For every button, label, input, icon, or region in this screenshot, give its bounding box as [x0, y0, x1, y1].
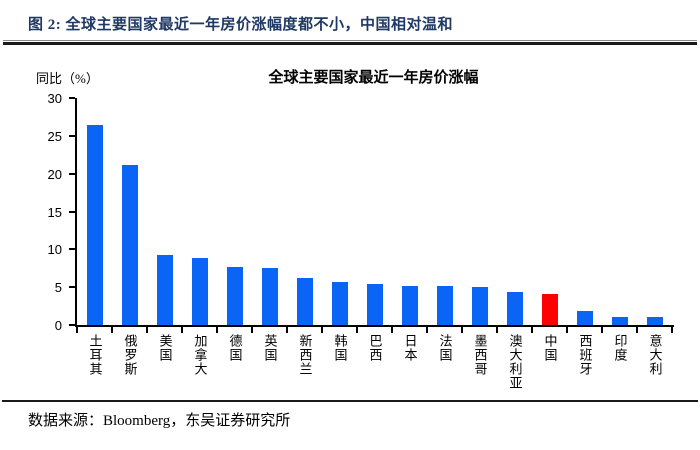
x-tick-mark — [356, 327, 358, 333]
x-axis-label: 新西兰 — [297, 334, 313, 376]
x-axis-label: 加拿大 — [192, 334, 208, 376]
figure-caption: 图 2: 全球主要国家最近一年房价涨幅度都不小，中国相对温和 — [28, 17, 453, 33]
x-axis-label: 韩国 — [332, 334, 348, 362]
x-axis-label: 日本 — [402, 334, 418, 362]
bar-column — [287, 98, 322, 325]
bar — [611, 316, 628, 325]
x-tick-mark — [251, 327, 253, 333]
bar-column — [252, 98, 287, 325]
x-axis-label: 澳大利亚 — [507, 334, 523, 390]
bar — [191, 258, 208, 325]
bar — [331, 281, 348, 325]
footer-divider — [2, 400, 698, 402]
bar-column — [182, 98, 217, 325]
bar — [366, 284, 383, 325]
bar-column — [112, 98, 147, 325]
bar — [121, 165, 138, 325]
bar — [646, 317, 663, 325]
x-tick-mark — [601, 327, 603, 333]
y-tick-mark — [69, 97, 75, 99]
y-tick-mark — [69, 134, 75, 137]
bar — [261, 268, 278, 325]
y-tick-mark — [69, 172, 75, 175]
bar-column — [392, 98, 427, 325]
x-axis-label: 俄罗斯 — [122, 334, 138, 376]
x-tick-mark — [76, 327, 78, 333]
bar — [436, 286, 453, 325]
x-tick-mark — [566, 327, 568, 333]
bar — [506, 291, 523, 325]
bar-column — [322, 98, 357, 325]
x-tick-mark — [461, 327, 463, 333]
x-tick-mark — [391, 327, 393, 333]
x-axis-label: 巴西 — [367, 334, 383, 362]
x-axis-label: 德国 — [227, 334, 243, 362]
x-tick-mark — [531, 327, 533, 333]
y-tick-mark — [69, 248, 75, 251]
x-tick-mark — [111, 327, 113, 333]
y-tick-label: 10 — [47, 242, 62, 258]
x-tick-mark — [216, 327, 218, 333]
y-tick-label: 20 — [47, 166, 62, 182]
y-tick-label: 25 — [47, 128, 62, 144]
bar-column — [532, 98, 567, 325]
bar-column — [357, 98, 392, 325]
x-axis-label: 法国 — [437, 334, 453, 362]
bar-series — [77, 98, 672, 325]
x-tick-mark — [321, 327, 323, 333]
data-source-text: 数据来源：Bloomberg，东吴证券研究所 — [28, 413, 291, 429]
x-tick-mark — [636, 327, 638, 333]
bar — [576, 311, 593, 325]
x-axis-label: 美国 — [157, 334, 173, 362]
y-tick-mark — [69, 210, 75, 213]
bar — [471, 287, 488, 325]
x-axis-label: 印度 — [612, 334, 628, 362]
y-tick-label: 5 — [54, 280, 62, 296]
x-tick-mark — [146, 327, 148, 333]
header-divider-thick — [3, 42, 697, 45]
bar-column — [567, 98, 602, 325]
y-tick-mark — [69, 286, 75, 289]
bar-column — [217, 98, 252, 325]
bar-column — [462, 98, 497, 325]
x-axis-label: 意大利 — [647, 334, 663, 376]
x-axis-label: 英国 — [262, 334, 278, 362]
bar-column — [637, 98, 672, 325]
x-axis-label: 西班牙 — [577, 334, 593, 376]
header-divider-thin — [3, 40, 697, 41]
x-axis-labels: 土耳其 俄罗斯 美国 加拿大 德国 英国 新西兰 韩国 巴西 日本 法国 墨西哥 澳大利亚 中国 西班牙 印度… — [77, 334, 672, 406]
bar-column — [497, 98, 532, 325]
bar — [86, 125, 103, 325]
bar — [156, 255, 173, 325]
y-tick-label: 0 — [54, 318, 62, 333]
y-axis-title: 同比（%） — [36, 71, 99, 86]
y-tick-label: 15 — [47, 204, 62, 220]
x-tick-mark — [286, 327, 288, 333]
bar-highlight-china — [541, 293, 558, 325]
bar — [296, 278, 313, 325]
bar-column — [77, 98, 112, 325]
plot-area — [75, 98, 674, 327]
bar — [401, 285, 418, 325]
x-tick-mark — [181, 327, 183, 333]
y-tick-label: 30 — [47, 91, 62, 106]
y-tick-mark — [69, 324, 75, 326]
x-axis-label: 土耳其 — [87, 334, 103, 376]
bar-column — [427, 98, 462, 325]
bar-column — [602, 98, 637, 325]
x-axis-label: 墨西哥 — [472, 334, 488, 376]
x-tick-mark — [496, 327, 498, 333]
x-axis-label: 中国 — [542, 334, 558, 362]
x-tick-mark — [671, 327, 673, 333]
bar-column — [147, 98, 182, 325]
x-tick-mark — [426, 327, 428, 333]
bar — [226, 266, 243, 325]
chart-title: 全球主要国家最近一年房价涨幅 — [268, 69, 479, 86]
